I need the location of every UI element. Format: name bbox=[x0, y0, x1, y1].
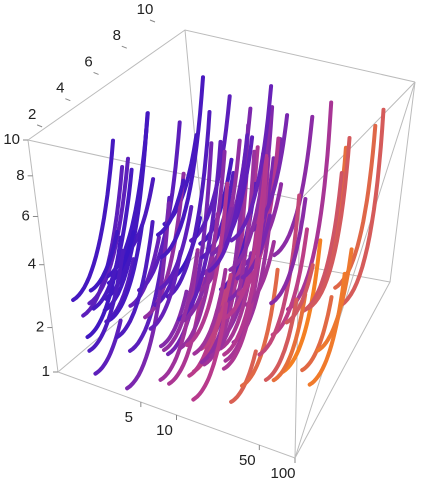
z-tick-label: 10 bbox=[3, 131, 20, 148]
streamline bbox=[185, 181, 230, 347]
streamline bbox=[115, 220, 155, 340]
streamline bbox=[270, 227, 309, 337]
streamline bbox=[315, 247, 354, 353]
streamline bbox=[286, 100, 334, 312]
streamline bbox=[107, 223, 144, 323]
y-tick bbox=[36, 124, 43, 128]
y-tick bbox=[65, 98, 71, 102]
z-tick-label: 8 bbox=[16, 167, 24, 184]
streamline bbox=[177, 139, 223, 322]
streamline bbox=[207, 133, 250, 273]
streamline bbox=[222, 156, 269, 357]
x-tick-label: 50 bbox=[239, 452, 256, 469]
streamline bbox=[269, 197, 308, 306]
y-tick bbox=[149, 19, 156, 23]
streamline bbox=[87, 248, 125, 353]
streamline bbox=[231, 229, 271, 345]
streamline bbox=[159, 75, 205, 260]
z-tick-label: 4 bbox=[28, 256, 36, 273]
x-tick-label: 5 bbox=[125, 409, 133, 426]
y-tick-label: 4 bbox=[56, 80, 64, 97]
streamline bbox=[162, 251, 200, 352]
streamline bbox=[91, 167, 134, 311]
streamline bbox=[281, 238, 323, 374]
streamline bbox=[306, 136, 352, 310]
streamline bbox=[300, 295, 334, 373]
x-tick-label: 100 bbox=[270, 465, 295, 482]
box-edge bbox=[27, 81, 416, 459]
streamline bbox=[244, 240, 276, 307]
x-tick-label: 10 bbox=[156, 422, 173, 439]
streamline bbox=[143, 171, 186, 320]
streamline bbox=[148, 254, 182, 331]
z-tick-label: 1 bbox=[42, 363, 50, 380]
streamline bbox=[263, 297, 299, 382]
streamline bbox=[165, 110, 212, 299]
y-tick-label: 10 bbox=[137, 1, 154, 18]
streamline bbox=[158, 205, 194, 291]
streamline bbox=[71, 138, 115, 302]
streamline bbox=[271, 292, 308, 383]
y-tick-label: 8 bbox=[113, 27, 121, 44]
y-tick-label: 2 bbox=[28, 106, 36, 123]
streamline bbox=[167, 276, 206, 386]
streamline bbox=[156, 178, 186, 237]
streamline bbox=[88, 229, 120, 293]
z-tick-label: 6 bbox=[22, 207, 30, 224]
streamline bbox=[159, 289, 189, 349]
streamline bbox=[191, 301, 229, 402]
streamline bbox=[284, 263, 315, 325]
box-edge bbox=[389, 81, 416, 283]
streamline bbox=[257, 193, 302, 357]
streamline bbox=[339, 107, 386, 308]
box-edge bbox=[27, 29, 416, 141]
streamline bbox=[229, 84, 274, 243]
y-tick-label: 6 bbox=[84, 53, 92, 70]
y-tick bbox=[121, 45, 127, 49]
streamline bbox=[221, 297, 255, 371]
z-tick-label: 2 bbox=[36, 319, 44, 336]
y-tick bbox=[93, 71, 99, 75]
streamline bbox=[199, 273, 233, 351]
streamline bbox=[192, 268, 228, 356]
streamline bbox=[301, 171, 344, 313]
streamline bbox=[93, 318, 123, 376]
